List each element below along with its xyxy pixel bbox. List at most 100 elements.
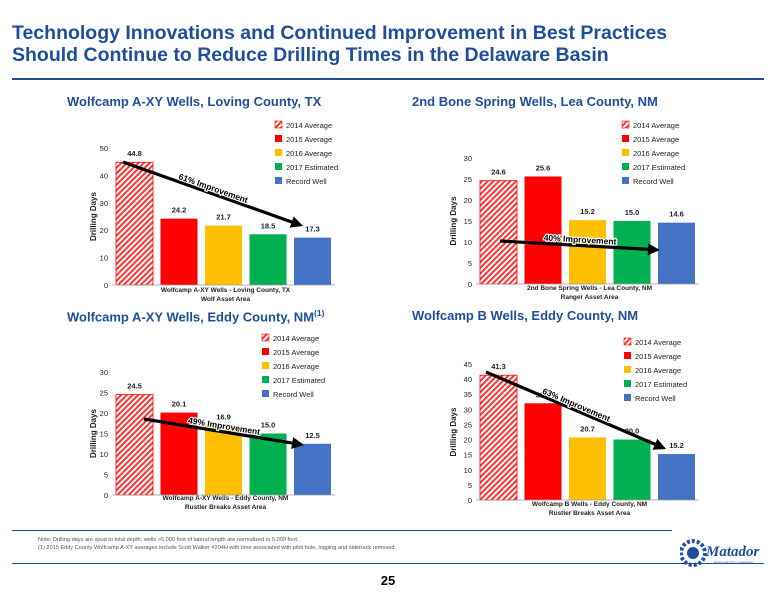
data-label: 15.0 [261,421,276,430]
legend-swatch [261,333,270,342]
logo-subtext: RESOURCES COMPANY [714,561,754,565]
x-axis-label: Rustler Breaks Asset Area [185,504,267,511]
improvement-arrow-head [291,437,304,449]
legend-label: 2017 Estimated [286,163,338,172]
legend-swatch [622,177,629,184]
legend-swatch [621,120,630,129]
legend-swatch [624,380,631,387]
x-axis-label: Rustler Breaks Asset Area [549,510,631,517]
legend-swatch [262,390,269,397]
data-label: 20.7 [580,424,595,433]
legend-label: Record Well [286,177,327,186]
data-label: 14.6 [669,210,684,219]
y-tick-label: 5 [468,481,472,490]
footnote-1: Note: Drilling days are spud to total de… [38,537,299,543]
improvement-annotation: 61% Improvement [177,171,249,205]
bar [160,218,198,285]
y-tick-label: 0 [104,491,108,500]
data-label: 24.5 [127,382,142,391]
bar [658,454,695,500]
legend-swatch [275,177,282,184]
panel-title-3: Wolfcamp A-XY Wells, Eddy County, NM(1) [67,308,324,324]
y-tick-label: 40 [100,171,108,180]
data-label: 16.9 [216,413,231,422]
y-tick-label: 5 [468,259,472,268]
bar [249,234,287,285]
y-tick-label: 45 [464,360,472,369]
panel-title-2: 2nd Bone Spring Wells, Lea County, NM [412,94,658,109]
legend-label: 2015 Average [273,348,319,357]
legend-label: 2015 Average [633,135,679,144]
data-label: 44.8 [127,149,142,158]
bar [658,222,695,284]
improvement-arrow-head [647,243,660,256]
footnote-2: (1) 2015 Eddy County Wolfcamp A-XY avera… [38,545,397,551]
y-tick-label: 10 [100,254,108,263]
y-tick-label: 15 [100,430,108,439]
page-title-line-2: Should Continue to Reduce Drilling Times… [12,44,609,66]
legend-swatch [275,135,282,142]
bar [205,425,242,495]
legend-label: 2017 Estimated [633,163,685,172]
logo-wordmark: Matador [705,544,760,560]
data-label: 21.7 [216,213,231,222]
bar [569,437,606,500]
legend-label: 2015 Average [286,135,332,144]
y-tick-label: 15 [464,451,472,460]
legend-label: 2017 Estimated [635,380,687,389]
y-axis-label: Drilling Days [449,407,458,456]
legend-swatch [622,163,629,170]
bar [479,180,518,285]
bar [115,161,154,286]
data-label: 12.5 [305,431,320,440]
legend-swatch [275,149,282,156]
bar [613,439,651,500]
y-tick-label: 35 [464,390,472,399]
page-title-line-1: Technology Innovations and Continued Imp… [12,22,668,44]
y-tick-label: 20 [100,409,108,418]
legend-label: Record Well [273,390,314,399]
legend-label: 2014 Average [635,338,681,347]
data-label: 41.3 [491,362,506,371]
y-tick-label: 25 [464,175,472,184]
data-label: 24.2 [172,206,187,215]
y-tick-label: 40 [464,375,472,384]
y-tick-label: 0 [468,496,472,505]
chart-panel-2: 0 5 10 15 20 25 30 Drilling Days 24.6 25.6 15.2 15.… [449,120,699,301]
y-tick-label: 10 [464,466,472,475]
improvement-arrow-head [652,438,666,450]
panel-title-4: Wolfcamp B Wells, Eddy County, NM [412,308,639,323]
x-axis-label: Wolfcamp B Wells - Eddy County, NM [532,501,647,508]
footer-rule-bottom [12,563,764,564]
page-number: 25 [380,573,396,588]
y-axis-label: Drilling Days [89,192,98,241]
legend-swatch [622,135,629,142]
legend-label: 2015 Average [635,352,681,361]
y-tick-label: 30 [464,154,472,163]
legend-label: 2017 Estimated [273,376,325,385]
y-tick-label: 20 [464,196,472,205]
panel-title-3-footnote: (1) [314,308,325,318]
bar [294,237,331,285]
bar [205,225,242,285]
bar [613,221,651,284]
y-tick-label: 50 [100,144,108,153]
footer-rule [12,530,672,531]
y-axis-label: Drilling Days [449,196,458,245]
bar [524,176,562,284]
data-label: 17.3 [305,225,320,234]
x-axis-label: Wolfcamp A-XY Wells - Loving County, TX [161,287,291,294]
y-tick-label: 10 [100,450,108,459]
legend-swatch [624,366,631,373]
legend-label: 2016 Average [286,149,332,158]
legend-label: 2014 Average [633,121,679,130]
legend-label: Record Well [635,394,676,403]
bar [479,374,518,501]
y-tick-label: 25 [100,389,108,398]
bar [569,220,606,284]
bar [115,394,154,496]
legend-swatch [623,337,632,346]
y-tick-label: 5 [104,471,108,480]
y-tick-label: 30 [100,368,108,377]
